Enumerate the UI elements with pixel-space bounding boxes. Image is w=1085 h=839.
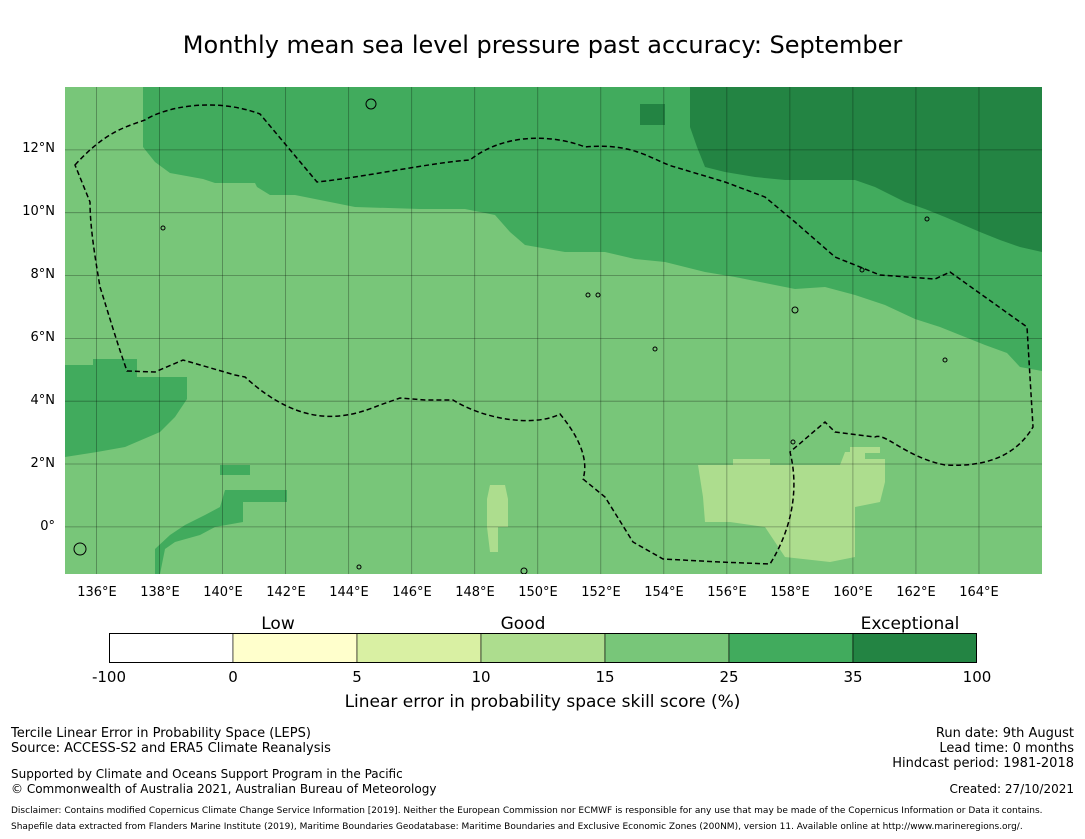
lon-label-162e: 162°E [896, 585, 936, 600]
lat-label-4n: 4°N [30, 393, 56, 408]
island-outline [160, 225, 166, 231]
lon-label-148e: 148°E [455, 585, 495, 600]
footer-created: Created: 27/10/2021 [949, 782, 1074, 796]
map-region-25-35-sw1 [220, 465, 250, 475]
map-region-35-100-northeast [690, 87, 1042, 252]
colorbar-tick-minus100: -100 [91, 668, 127, 686]
lon-label-156e: 156°E [707, 585, 747, 600]
colorbar-swatch [852, 633, 977, 663]
chart-title: Monthly mean sea level pressure past acc… [182, 31, 903, 59]
island-outline [942, 357, 948, 363]
lat-label-0: 0° [40, 519, 55, 534]
footer-source: Source: ACCESS-S2 and ERA5 Climate Reana… [11, 741, 331, 756]
footer-support: Supported by Climate and Oceans Support … [11, 767, 403, 781]
lat-label-6n: 6°N [30, 330, 56, 345]
map-region-10-15-center [487, 485, 508, 552]
island-outline [924, 216, 930, 222]
colorbar-tick-10: 10 [471, 668, 491, 686]
island-outline [73, 542, 87, 556]
colorbar-tick-100: 100 [962, 668, 992, 686]
skill-score-map [65, 87, 1042, 574]
colorbar-tick-25: 25 [719, 668, 739, 686]
lon-label-154e: 154°E [644, 585, 684, 600]
map-region-25-35-sw2 [155, 490, 287, 574]
colorbar-tick-15: 15 [595, 668, 615, 686]
footer-lead-time: Lead time: 0 months [939, 741, 1074, 756]
footer-copyright: © Commonwealth of Australia 2021, Austra… [11, 782, 437, 796]
eez-boundary [74, 104, 1034, 565]
lon-label-158e: 158°E [770, 585, 810, 600]
footer-hindcast: Hindcast period: 1981-2018 [892, 756, 1074, 771]
colorbar-swatch [728, 633, 854, 663]
map-region-10-15-east-sliver [850, 447, 880, 453]
footer-shapefile: Shapefile data extracted from Flanders M… [11, 822, 1023, 832]
island-outline [365, 98, 377, 110]
footer-disclaimer: Disclaimer: Contains modified Copernicus… [11, 806, 1043, 816]
colorbar-label: Linear error in probability space skill … [344, 692, 741, 712]
lon-label-136e: 136°E [77, 585, 117, 600]
island-outlines [73, 98, 948, 574]
lon-label-138e: 138°E [140, 585, 180, 600]
lat-label-8n: 8°N [30, 267, 56, 282]
lon-label-140e: 140°E [203, 585, 243, 600]
lat-label-2n: 2°N [30, 456, 56, 471]
colorbar-swatch [356, 633, 482, 663]
colorbar [109, 633, 977, 663]
island-outline [585, 292, 591, 298]
lon-label-152e: 152°E [581, 585, 621, 600]
map-region-25-35-west [65, 359, 187, 457]
lon-label-142e: 142°E [266, 585, 306, 600]
category-label-good: Good [500, 614, 546, 634]
island-outline [595, 292, 601, 298]
lon-label-160e: 160°E [833, 585, 873, 600]
colorbar-tick-0: 0 [228, 668, 238, 686]
footer-run-date: Run date: 9th August [935, 726, 1074, 741]
colorbar-swatch [604, 633, 730, 663]
lon-label-144e: 144°E [329, 585, 369, 600]
island-outline [791, 306, 799, 314]
category-label-exceptional: Exceptional [860, 614, 960, 634]
lat-label-10n: 10°N [22, 204, 55, 219]
colorbar-swatch [480, 633, 606, 663]
category-label-low: Low [261, 614, 295, 634]
island-outline [790, 439, 796, 445]
lon-label-164e: 164°E [959, 585, 999, 600]
lat-label-12n: 12°N [22, 141, 55, 156]
footer-method: Tercile Linear Error in Probability Spac… [11, 726, 311, 741]
graticule [65, 87, 1042, 574]
colorbar-tick-5: 5 [352, 668, 362, 686]
lon-label-146e: 146°E [392, 585, 432, 600]
lon-label-150e: 150°E [518, 585, 558, 600]
map-region-35-100-patch [640, 104, 665, 125]
colorbar-swatch [109, 633, 234, 663]
colorbar-swatch [232, 633, 358, 663]
island-outline [520, 567, 528, 574]
island-outline [356, 564, 362, 570]
island-outline [652, 346, 658, 352]
colorbar-tick-35: 35 [843, 668, 863, 686]
